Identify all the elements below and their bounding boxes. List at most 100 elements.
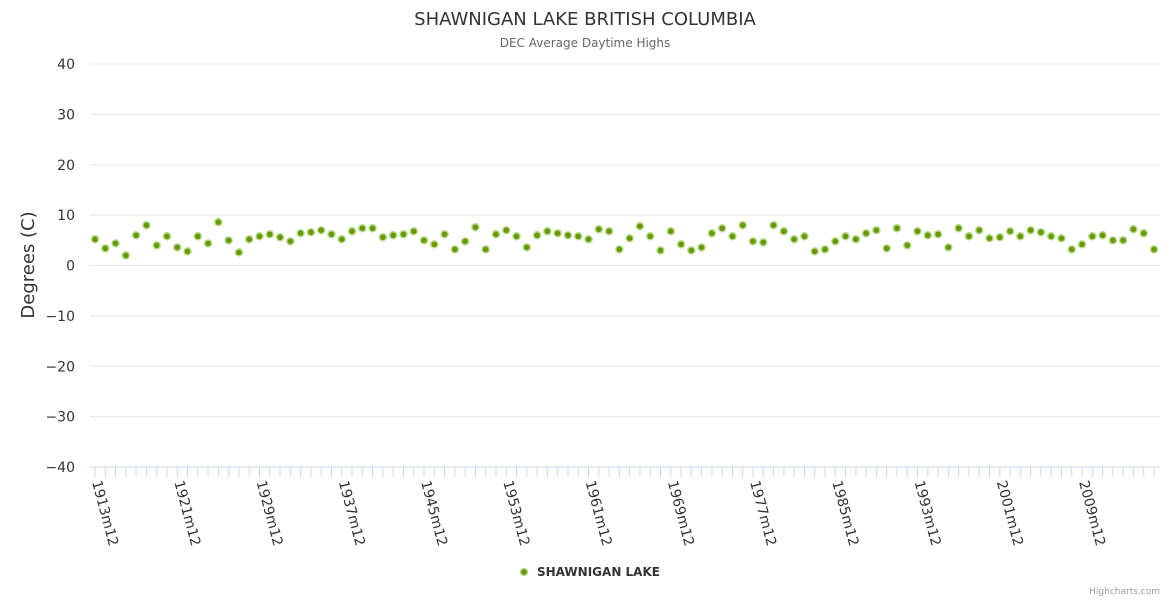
data-point[interactable]	[759, 238, 768, 247]
data-point[interactable]	[173, 243, 182, 252]
data-point[interactable]	[964, 232, 974, 241]
data-point[interactable]	[491, 230, 501, 239]
data-point[interactable]	[923, 231, 933, 240]
data-point[interactable]	[183, 247, 192, 256]
data-point[interactable]	[1088, 232, 1097, 241]
data-point[interactable]	[902, 241, 912, 250]
data-point[interactable]	[604, 226, 614, 236]
data-point[interactable]	[645, 232, 655, 241]
data-point[interactable]	[1098, 231, 1107, 240]
data-point[interactable]	[625, 234, 634, 243]
data-point[interactable]	[872, 225, 881, 235]
data-point[interactable]	[409, 226, 418, 236]
data-point[interactable]	[532, 231, 542, 240]
data-point[interactable]	[851, 235, 861, 244]
data-point[interactable]	[378, 233, 388, 242]
data-point[interactable]	[728, 232, 737, 241]
data-point[interactable]	[635, 221, 645, 231]
data-point[interactable]	[101, 244, 110, 253]
data-point[interactable]	[347, 226, 357, 236]
data-point[interactable]	[831, 237, 840, 246]
data-point[interactable]	[306, 228, 316, 237]
data-point[interactable]	[1077, 240, 1087, 249]
data-point[interactable]	[985, 234, 994, 243]
data-point[interactable]	[584, 235, 593, 244]
data-point[interactable]	[430, 240, 439, 249]
data-point[interactable]	[522, 243, 532, 252]
data-point[interactable]	[224, 236, 233, 245]
data-point[interactable]	[841, 232, 850, 241]
data-point[interactable]	[1108, 236, 1118, 245]
data-point[interactable]	[954, 223, 963, 233]
data-point[interactable]	[738, 220, 747, 230]
data-point[interactable]	[1005, 226, 1015, 236]
data-point[interactable]	[214, 217, 223, 227]
legend-label[interactable]: SHAWNIGAN LAKE	[537, 565, 660, 579]
data-point[interactable]	[1139, 229, 1148, 238]
data-point[interactable]	[316, 225, 326, 235]
data-point[interactable]	[460, 237, 470, 246]
data-point[interactable]	[707, 229, 717, 238]
credits-link[interactable]: Highcharts.com	[1089, 587, 1160, 597]
data-point[interactable]	[913, 226, 922, 236]
data-point[interactable]	[687, 246, 696, 255]
data-point[interactable]	[131, 231, 141, 240]
data-point[interactable]	[769, 220, 778, 230]
data-point[interactable]	[337, 235, 347, 244]
data-point[interactable]	[152, 241, 161, 250]
legend[interactable]: SHAWNIGAN LAKE	[519, 565, 660, 579]
data-point[interactable]	[944, 243, 953, 252]
data-point[interactable]	[779, 226, 789, 236]
data-point[interactable]	[255, 232, 264, 241]
data-point[interactable]	[512, 232, 521, 241]
data-point[interactable]	[748, 237, 758, 246]
data-point[interactable]	[142, 220, 151, 230]
data-point[interactable]	[203, 239, 213, 248]
data-point[interactable]	[1036, 228, 1046, 237]
data-point[interactable]	[90, 235, 100, 244]
data-point[interactable]	[1026, 225, 1035, 235]
data-point[interactable]	[296, 229, 305, 238]
data-point[interactable]	[162, 232, 172, 241]
data-point[interactable]	[481, 245, 490, 254]
data-point[interactable]	[820, 245, 830, 254]
data-point[interactable]	[327, 230, 336, 239]
data-point[interactable]	[502, 225, 511, 235]
data-point[interactable]	[563, 231, 573, 240]
data-point[interactable]	[121, 251, 131, 260]
data-point[interactable]	[1057, 234, 1066, 243]
data-point[interactable]	[234, 248, 244, 257]
data-point[interactable]	[399, 230, 408, 239]
data-point[interactable]	[594, 224, 604, 234]
data-point[interactable]	[892, 223, 902, 233]
data-point[interactable]	[717, 223, 727, 233]
data-point[interactable]	[861, 229, 871, 238]
data-point[interactable]	[265, 230, 275, 239]
data-point[interactable]	[1016, 232, 1025, 241]
data-point[interactable]	[656, 246, 665, 255]
data-point[interactable]	[1149, 245, 1159, 254]
data-point[interactable]	[1067, 245, 1076, 254]
data-point[interactable]	[800, 232, 809, 241]
data-point[interactable]	[193, 232, 203, 241]
data-point[interactable]	[450, 245, 460, 254]
data-point[interactable]	[974, 225, 984, 235]
data-point[interactable]	[1118, 236, 1128, 245]
data-point[interactable]	[440, 230, 449, 239]
data-point[interactable]	[368, 223, 377, 233]
data-point[interactable]	[543, 226, 552, 236]
data-point[interactable]	[615, 245, 624, 254]
data-point[interactable]	[358, 223, 367, 233]
data-point[interactable]	[388, 231, 398, 240]
data-point[interactable]	[244, 235, 254, 244]
data-point[interactable]	[676, 240, 686, 249]
data-point[interactable]	[995, 233, 1005, 242]
data-point[interactable]	[789, 235, 799, 244]
data-point[interactable]	[553, 229, 562, 238]
data-point[interactable]	[1129, 224, 1138, 234]
data-point[interactable]	[573, 232, 583, 241]
data-point[interactable]	[810, 247, 819, 256]
data-point[interactable]	[882, 244, 891, 253]
data-point[interactable]	[697, 243, 706, 252]
data-point[interactable]	[111, 239, 120, 248]
